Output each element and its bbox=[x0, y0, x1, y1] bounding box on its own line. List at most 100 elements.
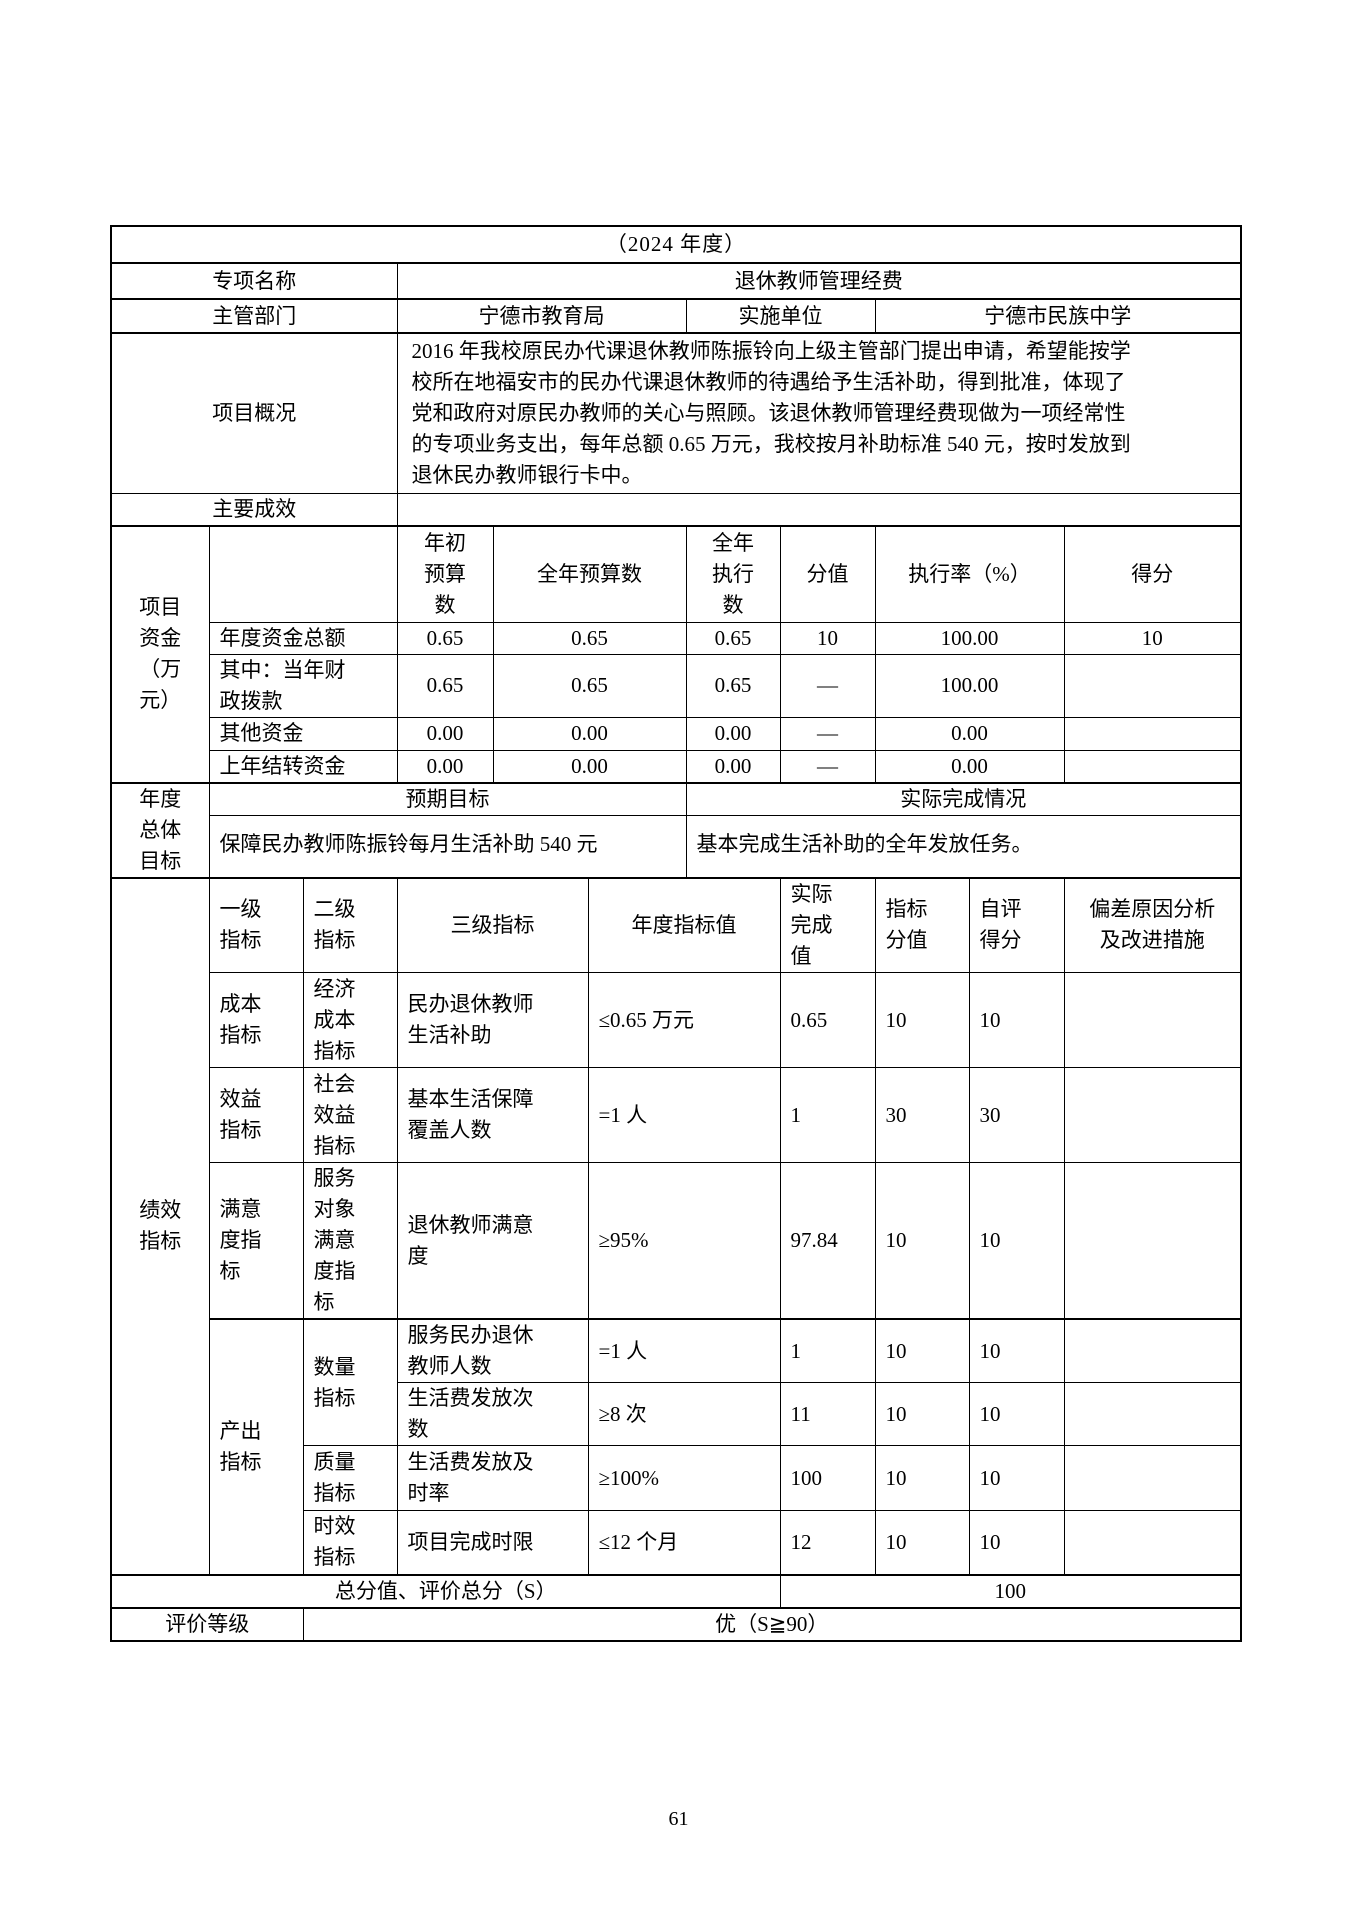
funding-col-score: 得分 bbox=[1063, 525, 1242, 623]
perf-actual: 1 bbox=[779, 1067, 876, 1163]
perf-deviation bbox=[1063, 1162, 1242, 1320]
funding-cell: 0.00 bbox=[685, 749, 781, 783]
perf-l1-cost: 成本 指标 bbox=[208, 972, 304, 1068]
funding-row-name: 其中：当年财 政拨款 bbox=[208, 653, 398, 718]
perf-deviation bbox=[1063, 1067, 1242, 1163]
funding-cell: 0.00 bbox=[874, 749, 1065, 783]
perf-points: 10 bbox=[874, 1162, 970, 1320]
funding-col-initial-budget: 年初 预算 数 bbox=[396, 525, 494, 623]
funding-row-name: 年度资金总额 bbox=[208, 621, 398, 655]
perf-self-score: 10 bbox=[968, 1510, 1065, 1575]
funding-cell: — bbox=[779, 749, 876, 783]
overview-label: 项目概况 bbox=[110, 332, 398, 494]
perf-l1-output: 产出 指标 bbox=[208, 1318, 304, 1575]
perf-l3: 项目完成时限 bbox=[396, 1510, 589, 1575]
funding-cell: 0.00 bbox=[492, 749, 687, 783]
perf-actual: 97.84 bbox=[779, 1162, 876, 1320]
perf-col-actual: 实际 完成 值 bbox=[779, 876, 876, 973]
perf-actual: 1 bbox=[779, 1318, 876, 1383]
achievements-text bbox=[396, 493, 1242, 527]
funding-cell: 0.00 bbox=[396, 749, 494, 783]
year-title: （2024 年度） bbox=[110, 225, 1242, 264]
perf-deviation bbox=[1063, 1382, 1242, 1446]
project-name-value: 退休教师管理经费 bbox=[396, 262, 1242, 300]
perf-deviation bbox=[1063, 1318, 1242, 1383]
perf-target: ≥100% bbox=[587, 1445, 781, 1511]
perf-col-target: 年度指标值 bbox=[587, 876, 781, 973]
rating-label: 评价等级 bbox=[110, 1606, 304, 1641]
perf-l2-timeliness: 时效 指标 bbox=[302, 1510, 398, 1575]
perf-col-l3: 三级指标 bbox=[396, 876, 589, 973]
funding-cell: 0.65 bbox=[685, 621, 781, 655]
funding-cell: 0.65 bbox=[685, 653, 781, 718]
funding-cell: 0.00 bbox=[396, 716, 494, 751]
perf-target: ≤12 个月 bbox=[587, 1510, 781, 1575]
perf-deviation bbox=[1063, 972, 1242, 1068]
project-name-label: 专项名称 bbox=[110, 262, 398, 300]
funding-col-annual-budget: 全年预算数 bbox=[492, 525, 687, 623]
perf-l3: 服务民办退休 教师人数 bbox=[396, 1318, 589, 1383]
dept-label: 主管部门 bbox=[110, 298, 398, 334]
funding-cell: 10 bbox=[1063, 621, 1242, 655]
perf-actual: 11 bbox=[779, 1382, 876, 1446]
total-score-value: 100 bbox=[779, 1573, 1242, 1608]
perf-l1-satisfaction: 满意 度指 标 bbox=[208, 1162, 304, 1320]
perf-points: 10 bbox=[874, 1318, 970, 1383]
page-number: 61 bbox=[668, 1808, 689, 1830]
funding-cell bbox=[1063, 749, 1242, 783]
funding-cell: 0.00 bbox=[492, 716, 687, 751]
perf-deviation bbox=[1063, 1445, 1242, 1511]
goal-expected-text: 保障民办教师陈振铃每月生活补助 540 元 bbox=[208, 815, 687, 878]
funding-cell: — bbox=[779, 716, 876, 751]
goal-actual-header: 实际完成情况 bbox=[685, 781, 1242, 817]
perf-target: =1 人 bbox=[587, 1318, 781, 1383]
funding-blank-header bbox=[208, 525, 398, 623]
perf-points: 10 bbox=[874, 972, 970, 1068]
funding-col-points: 分值 bbox=[779, 525, 876, 623]
perf-l3: 民办退休教师 生活补助 bbox=[396, 972, 589, 1068]
perf-target: =1 人 bbox=[587, 1067, 781, 1163]
total-score-label: 总分值、评价总分（S） bbox=[110, 1573, 781, 1608]
achievements-label: 主要成效 bbox=[110, 493, 398, 527]
impl-unit-label: 实施单位 bbox=[685, 298, 876, 334]
perf-target: ≤0.65 万元 bbox=[587, 972, 781, 1068]
perf-l2-cost: 经济 成本 指标 bbox=[302, 972, 398, 1068]
perf-self-score: 10 bbox=[968, 1318, 1065, 1383]
funding-cell bbox=[1063, 716, 1242, 751]
perf-points: 10 bbox=[874, 1382, 970, 1446]
funding-row-name: 其他资金 bbox=[208, 716, 398, 751]
perf-points: 30 bbox=[874, 1067, 970, 1163]
overview-text: 2016 年我校原民办代课退休教师陈振铃向上级主管部门提出申请，希望能按学 校所… bbox=[396, 332, 1242, 494]
funding-cell: 10 bbox=[779, 621, 876, 655]
perf-target: ≥8 次 bbox=[587, 1382, 781, 1446]
funding-cell: 100.00 bbox=[874, 621, 1065, 655]
funding-col-annual-exec: 全年 执行 数 bbox=[685, 525, 781, 623]
funding-col-exec-rate: 执行率（%） bbox=[874, 525, 1065, 623]
funding-cell: 0.65 bbox=[396, 621, 494, 655]
perf-l3: 退休教师满意 度 bbox=[396, 1162, 589, 1320]
perf-target: ≥95% bbox=[587, 1162, 781, 1320]
perf-l2-satisfaction: 服务 对象 满意 度指 标 bbox=[302, 1162, 398, 1320]
perf-self-score: 30 bbox=[968, 1067, 1065, 1163]
perf-col-l2: 二级 指标 bbox=[302, 876, 398, 973]
funding-section-label: 项目 资金 （万 元） bbox=[110, 525, 210, 783]
perf-actual: 100 bbox=[779, 1445, 876, 1511]
funding-cell: 100.00 bbox=[874, 653, 1065, 718]
impl-unit-value: 宁德市民族中学 bbox=[874, 298, 1242, 334]
perf-l1-benefit: 效益 指标 bbox=[208, 1067, 304, 1163]
perf-l3: 生活费发放及 时率 bbox=[396, 1445, 589, 1511]
perf-col-l1: 一级 指标 bbox=[208, 876, 304, 973]
goal-expected-header: 预期目标 bbox=[208, 781, 687, 817]
dept-value: 宁德市教育局 bbox=[396, 298, 687, 334]
funding-cell: 0.00 bbox=[874, 716, 1065, 751]
perf-actual: 0.65 bbox=[779, 972, 876, 1068]
funding-cell: 0.00 bbox=[685, 716, 781, 751]
perf-l2-quantity: 数量 指标 bbox=[302, 1318, 398, 1446]
perf-self-score: 10 bbox=[968, 1445, 1065, 1511]
perf-l3: 生活费发放次 数 bbox=[396, 1382, 589, 1446]
perf-col-deviation: 偏差原因分析 及改进措施 bbox=[1063, 876, 1242, 973]
perf-points: 10 bbox=[874, 1510, 970, 1575]
funding-row-name: 上年结转资金 bbox=[208, 749, 398, 783]
goal-section-label: 年度 总体 目标 bbox=[110, 781, 210, 878]
